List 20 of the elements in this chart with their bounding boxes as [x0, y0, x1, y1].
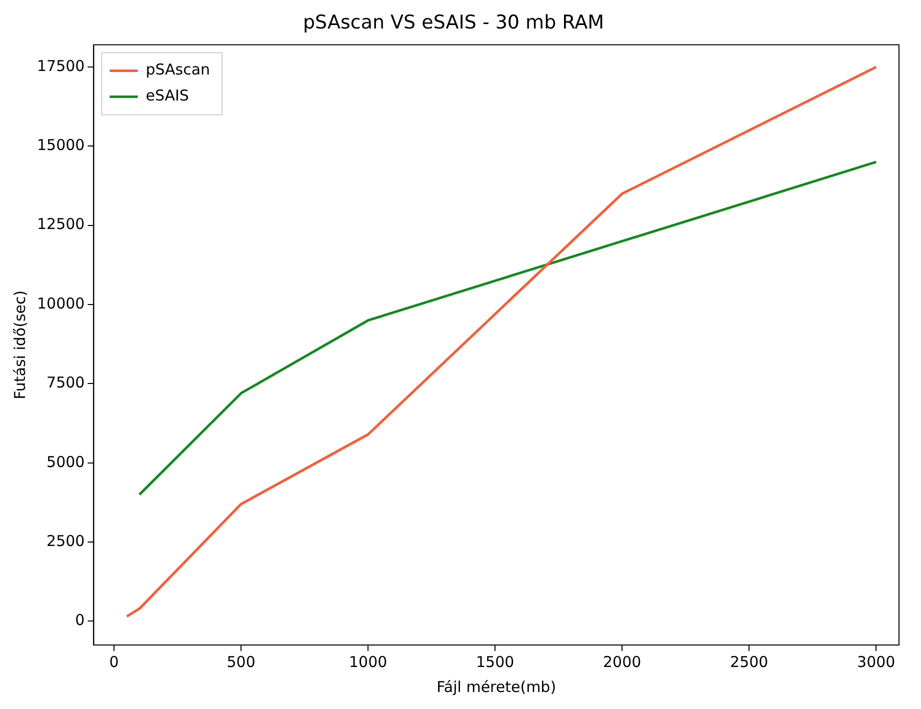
x-tick-label: 0 — [109, 652, 119, 671]
x-tick-label: 500 — [226, 652, 256, 671]
y-tick-label: 2500 — [46, 532, 85, 550]
x-tick-label: 2000 — [603, 652, 642, 671]
x-tick-label: 1000 — [348, 652, 388, 671]
chart-title: pSAscan VS eSAIS - 30 mb RAM — [303, 11, 604, 34]
y-tick-label: 17500 — [37, 56, 85, 75]
x-tick-label: 1500 — [476, 652, 514, 671]
x-tick-label: 2500 — [730, 652, 768, 671]
y-tick-label: 0 — [75, 611, 85, 630]
y-tick-label: 10000 — [37, 294, 85, 312]
x-tick-label: 3000 — [857, 652, 896, 671]
y-tick-label: 5000 — [46, 452, 85, 471]
y-axis-title: Futási idő(sec) — [10, 290, 29, 400]
legend-label: pSAscan — [146, 60, 210, 79]
x-axis-title: Fájl mérete(mb) — [436, 678, 556, 696]
y-tick-label: 7500 — [46, 374, 85, 392]
legend-label: eSAIS — [146, 86, 189, 105]
y-tick-label: 12500 — [37, 215, 85, 234]
y-tick-label: 15000 — [37, 136, 85, 154]
